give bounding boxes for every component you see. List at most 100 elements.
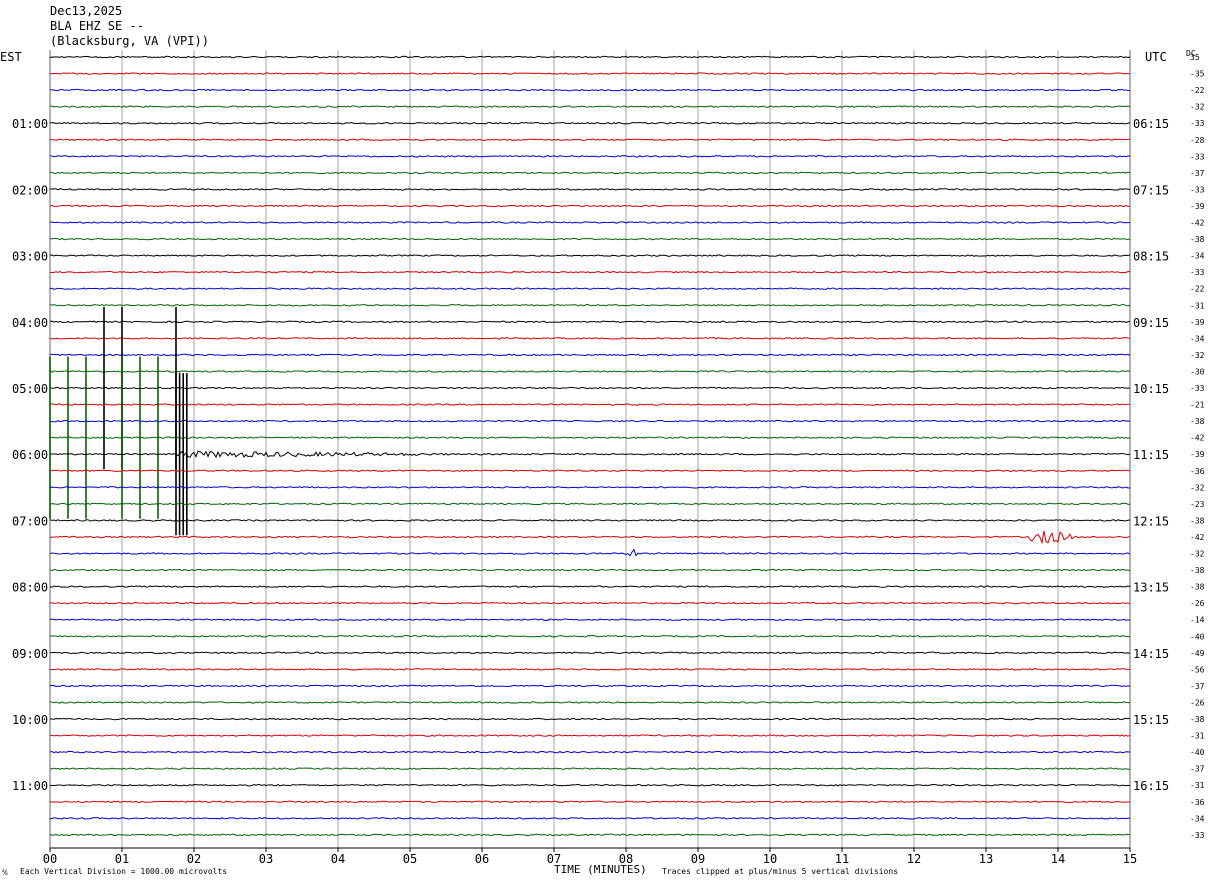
utc-hour-label: 14:15 — [1133, 647, 1169, 661]
seismic-trace — [49, 684, 1131, 688]
dc-offset-label: -39 — [1190, 318, 1205, 327]
x-tick-label: 07 — [547, 852, 561, 866]
utc-hour-label: 11:15 — [1133, 448, 1169, 462]
est-hour-label: 09:00 — [12, 647, 48, 661]
x-tick-label: 12 — [907, 852, 921, 866]
dc-offset-label: -38 — [1190, 715, 1205, 724]
dc-offset-label: -37 — [1190, 682, 1205, 691]
seismic-trace — [49, 221, 1131, 224]
seismic-trace — [49, 204, 1131, 208]
seismic-trace — [49, 88, 1131, 92]
seismic-trace — [49, 734, 1131, 737]
seismic-trace — [49, 618, 1131, 621]
dc-offset-label: -33 — [1190, 268, 1205, 277]
est-hour-label: 11:00 — [12, 779, 48, 793]
seismic-trace — [49, 519, 1131, 522]
x-tick-label: 13 — [979, 852, 993, 866]
utc-hour-label: 06:15 — [1133, 117, 1169, 131]
est-hour-label: 05:00 — [12, 382, 48, 396]
x-tick-label: 04 — [331, 852, 345, 866]
dc-offset-label: -38 — [1190, 583, 1205, 592]
dc-offset-label: -26 — [1190, 698, 1205, 707]
x-tick-label: 06 — [475, 852, 489, 866]
seismic-trace — [49, 419, 1131, 423]
utc-hour-label: 08:15 — [1133, 250, 1169, 264]
seismic-trace — [49, 651, 1131, 655]
dc-offset-label: -31 — [1190, 301, 1205, 310]
dc-offset-label: -42 — [1190, 434, 1205, 443]
dc-offset-label: -32 — [1190, 351, 1205, 360]
est-hour-label: 02:00 — [12, 183, 48, 197]
dc-offset-label: -40 — [1190, 748, 1205, 757]
x-tick-label: 11 — [835, 852, 849, 866]
utc-hour-label: 12:15 — [1133, 514, 1169, 528]
dc-label: DC — [1186, 49, 1196, 58]
utc-zone-label: UTC — [1145, 50, 1167, 64]
seismic-trace — [49, 270, 1131, 274]
dc-offset-label: -38 — [1190, 235, 1205, 244]
x-tick-label: 03 — [259, 852, 273, 866]
seismic-trace — [49, 668, 1131, 671]
seismic-trace — [49, 337, 1131, 340]
dc-offset-label: -28 — [1190, 136, 1205, 145]
seismic-trace — [49, 287, 1131, 290]
dc-offset-label: -32 — [1190, 550, 1205, 559]
seismic-trace — [49, 353, 1131, 357]
footer-mark: ⅍ — [2, 868, 8, 878]
seismic-trace — [49, 72, 1131, 75]
seismic-trace — [49, 701, 1131, 704]
header-location: (Blacksburg, VA (VPI)) — [50, 34, 209, 48]
dc-offset-label: -36 — [1190, 798, 1205, 807]
seismic-trace — [49, 585, 1131, 588]
x-tick-label: 14 — [1051, 852, 1065, 866]
seismic-trace — [49, 502, 1131, 506]
est-hour-label: 01:00 — [12, 117, 48, 131]
utc-hour-label: 15:15 — [1133, 713, 1169, 727]
dc-offset-label: -26 — [1190, 599, 1205, 608]
scale-note: Each Vertical Division = 1000.00 microvo… — [20, 867, 228, 876]
seismic-trace — [49, 436, 1131, 439]
seismic-trace — [49, 568, 1131, 572]
dc-offset-label: -49 — [1190, 649, 1205, 658]
dc-offset-label: -36 — [1190, 467, 1205, 476]
seismic-trace — [49, 601, 1131, 605]
seismic-trace — [49, 530, 1131, 545]
x-tick-label: 05 — [403, 852, 417, 866]
grid-layer — [49, 50, 1131, 852]
dc-offset-label: -21 — [1190, 401, 1205, 410]
est-hour-label: 03:00 — [12, 250, 48, 264]
utc-hour-label: 10:15 — [1133, 382, 1169, 396]
dc-offset-label: -14 — [1190, 616, 1205, 625]
dc-offset-label: -38 — [1190, 417, 1205, 426]
dc-offset-label: -32 — [1190, 103, 1205, 112]
x-tick-label: 09 — [691, 852, 705, 866]
seismic-trace — [49, 155, 1131, 158]
seismic-trace — [49, 548, 1131, 557]
seismic-trace — [49, 386, 1131, 390]
x-axis-title: TIME (MINUTES) — [554, 863, 647, 876]
dc-offset-label: -23 — [1190, 500, 1205, 509]
dc-offset-label: -34 — [1190, 252, 1205, 261]
utc-hour-label: 07:15 — [1133, 183, 1169, 197]
est-hour-label: 08:00 — [12, 581, 48, 595]
seismic-trace — [49, 635, 1131, 638]
est-hour-label: 04:00 — [12, 316, 48, 330]
dc-offset-label: 35 — [1190, 53, 1200, 62]
dc-offset-label: -33 — [1190, 831, 1205, 840]
dc-offset-label: -31 — [1190, 781, 1205, 790]
x-tick-label: 01 — [115, 852, 129, 866]
est-zone-label: EST — [0, 50, 22, 64]
seismic-trace — [49, 800, 1131, 803]
seismic-trace — [49, 469, 1131, 473]
seismic-trace — [49, 55, 1131, 59]
seismic-trace — [49, 833, 1131, 837]
seismic-trace — [49, 403, 1131, 406]
seismic-trace — [49, 171, 1131, 175]
seismic-trace — [49, 450, 1131, 459]
seismic-trace — [49, 188, 1131, 191]
dc-offset-label: -39 — [1190, 450, 1205, 459]
est-hour-label: 07:00 — [12, 514, 48, 528]
seismic-trace — [49, 105, 1131, 108]
dc-offset-label: -34 — [1190, 334, 1205, 343]
